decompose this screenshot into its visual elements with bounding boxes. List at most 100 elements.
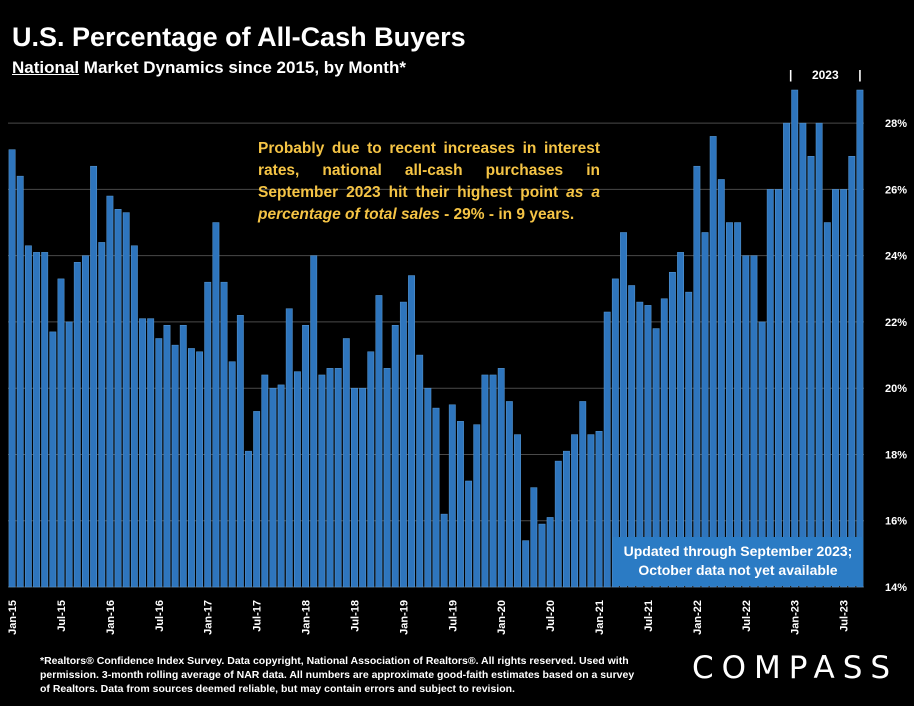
annotation-end: - 29% - in 9 years.	[439, 206, 575, 223]
x-tick-label: Jan-22	[692, 600, 704, 635]
year-divider-right: |	[858, 68, 861, 82]
bar	[628, 285, 636, 588]
bar	[383, 368, 391, 588]
bar	[122, 212, 130, 588]
bar	[815, 122, 823, 588]
bar	[342, 338, 350, 588]
x-tick-label: Jul-19	[447, 600, 459, 632]
chart-annotation: Probably due to recent increases in inte…	[258, 138, 600, 226]
bar	[791, 89, 799, 588]
bar	[611, 278, 619, 588]
bar	[807, 156, 815, 588]
bar	[774, 189, 782, 588]
compass-logo: COMPASS	[692, 650, 899, 686]
bar	[245, 450, 252, 588]
bar	[416, 354, 424, 588]
x-tick-label: Jan-17	[203, 600, 215, 635]
bar	[823, 222, 831, 588]
bar	[41, 252, 49, 588]
bar	[538, 523, 546, 588]
bar	[579, 401, 587, 588]
bar	[220, 281, 228, 588]
chart-subtitle: National Market Dynamics since 2015, by …	[12, 58, 406, 78]
bar	[24, 245, 32, 588]
x-tick-label: Jul-21	[643, 600, 655, 632]
bar	[546, 517, 554, 588]
bar	[783, 122, 790, 588]
x-tick-label: Jan-18	[301, 600, 313, 635]
bar	[163, 324, 171, 588]
bar	[106, 195, 114, 588]
bar	[734, 222, 742, 588]
bar	[269, 387, 277, 588]
x-tick-label: Jul-18	[349, 600, 361, 632]
bar	[644, 305, 652, 588]
bar	[302, 324, 309, 588]
bar	[554, 460, 562, 588]
x-tick-label: Jul-23	[839, 600, 851, 632]
bar	[130, 245, 138, 588]
bar	[448, 404, 456, 588]
bar	[840, 189, 848, 588]
bar	[399, 301, 407, 588]
bar	[90, 165, 98, 588]
bar	[717, 179, 725, 588]
bar	[261, 374, 269, 588]
bar	[73, 262, 81, 588]
bar	[334, 368, 342, 588]
bar	[326, 368, 334, 588]
bar	[668, 271, 676, 588]
x-tick-label: Jul-22	[741, 600, 753, 632]
x-tick-label: Jan-23	[790, 600, 802, 635]
bar	[155, 338, 163, 588]
x-tick-label: Jan-15	[7, 600, 19, 635]
bar	[293, 371, 301, 588]
x-tick-label: Jul-17	[252, 600, 264, 632]
bar	[595, 431, 603, 588]
subtitle-national: National	[12, 58, 80, 77]
bar	[16, 175, 24, 588]
x-tick-label: Jan-16	[105, 600, 117, 635]
bar	[799, 122, 807, 588]
bar	[139, 318, 146, 588]
y-tick-label: 26%	[885, 184, 907, 196]
bar	[432, 407, 440, 588]
bar	[228, 361, 236, 588]
y-tick-label: 18%	[885, 449, 907, 461]
bar	[424, 387, 432, 588]
bar	[660, 298, 668, 588]
source-footnote: *Realtors® Confidence Index Survey. Data…	[40, 655, 635, 695]
bar	[848, 156, 856, 588]
bar	[8, 149, 16, 588]
bar	[253, 411, 261, 588]
bar	[114, 209, 122, 588]
bar	[171, 344, 179, 588]
bar	[212, 222, 220, 588]
bar	[236, 315, 244, 588]
bar	[750, 255, 758, 588]
update-note-line1: Updated through September 2023;	[623, 543, 853, 559]
y-tick-label: 24%	[885, 251, 907, 263]
bar	[82, 255, 89, 588]
bar	[49, 331, 57, 588]
y-tick-label: 20%	[885, 383, 907, 395]
bar	[481, 374, 489, 588]
bar	[652, 328, 660, 588]
y-tick-label: 14%	[885, 582, 907, 594]
bar	[440, 513, 448, 588]
bar	[636, 301, 644, 588]
y-tick-label: 16%	[885, 516, 907, 528]
update-note-line2: October data not yet available	[638, 562, 838, 578]
y-tick-label: 28%	[885, 118, 907, 130]
bar	[187, 348, 195, 588]
bar	[473, 424, 481, 588]
bar	[285, 308, 293, 588]
bar	[351, 387, 358, 588]
bar	[367, 351, 375, 588]
update-note-box: Updated through September 2023; October …	[613, 537, 863, 586]
annotation-text: Probably due to recent increases in inte…	[258, 140, 600, 201]
bar	[766, 189, 774, 588]
bar	[685, 291, 693, 588]
bar	[147, 318, 155, 588]
